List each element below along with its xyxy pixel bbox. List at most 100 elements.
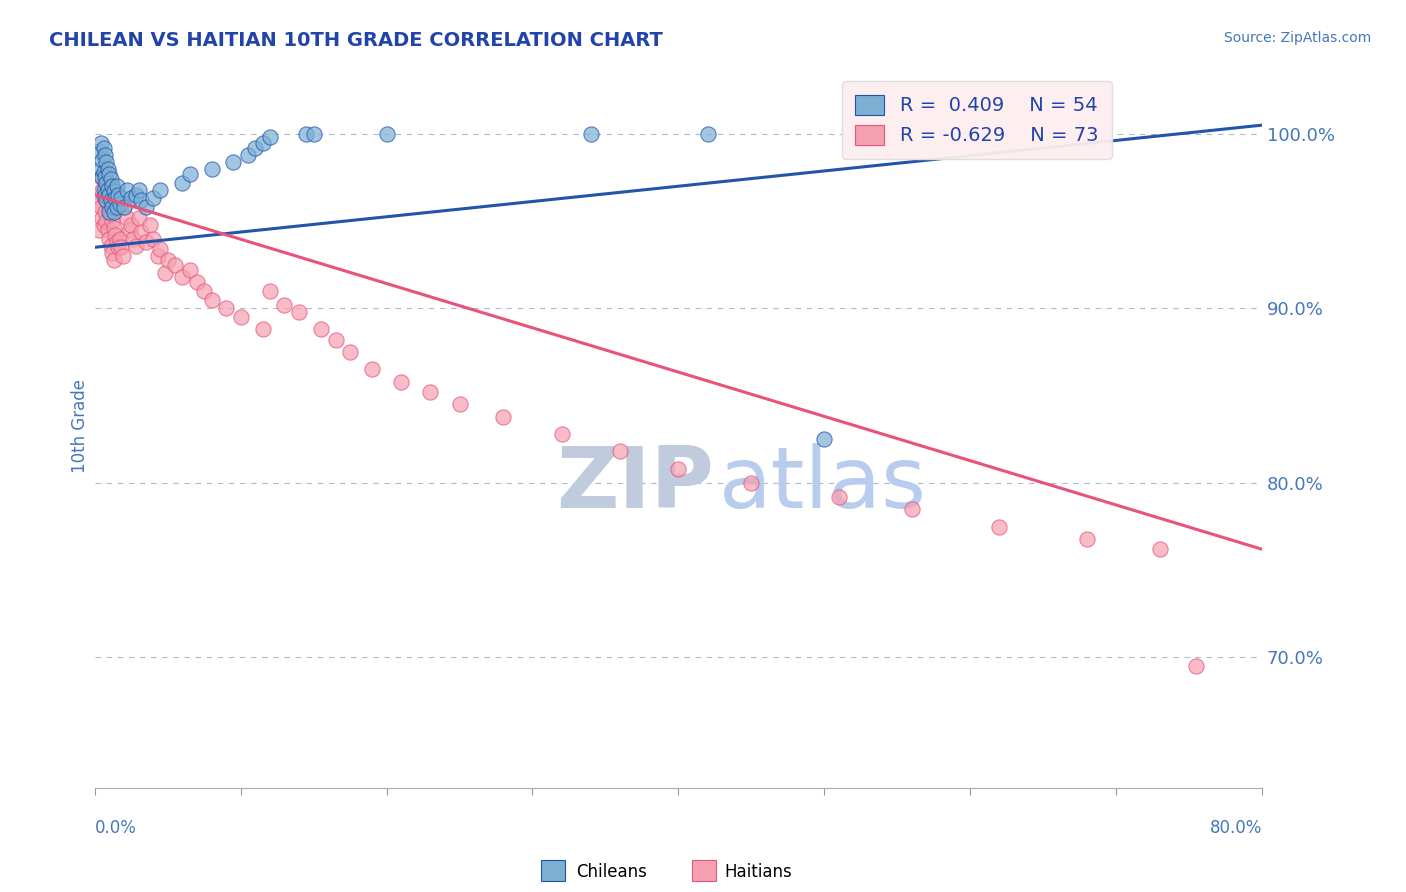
Point xyxy=(172,176,194,190)
Point xyxy=(200,293,222,307)
Point xyxy=(104,191,127,205)
Point xyxy=(149,242,172,256)
Point xyxy=(97,183,120,197)
Point xyxy=(103,252,125,267)
Point xyxy=(579,127,602,141)
Point xyxy=(666,462,689,476)
Point xyxy=(156,252,179,267)
Point xyxy=(98,188,121,202)
Point xyxy=(988,519,1011,533)
Point xyxy=(91,211,114,225)
Point xyxy=(93,190,115,204)
Point xyxy=(1149,542,1171,557)
Point xyxy=(186,275,208,289)
Point xyxy=(89,223,111,237)
Point xyxy=(112,200,135,214)
Point xyxy=(100,238,122,252)
Point xyxy=(325,333,347,347)
Point xyxy=(900,502,922,516)
Point xyxy=(90,136,112,150)
Y-axis label: 10th Grade: 10th Grade xyxy=(72,379,89,473)
Point xyxy=(252,322,274,336)
Point xyxy=(128,211,150,225)
Point xyxy=(273,298,295,312)
Point xyxy=(139,218,162,232)
Point xyxy=(94,188,117,202)
Text: ZIP: ZIP xyxy=(555,442,714,525)
Point xyxy=(93,141,115,155)
Point xyxy=(103,205,125,219)
Point xyxy=(172,270,194,285)
Point xyxy=(100,207,122,221)
Point xyxy=(96,154,118,169)
Point xyxy=(236,148,259,162)
Point xyxy=(97,223,120,237)
Point xyxy=(105,200,128,214)
Point xyxy=(828,490,851,504)
Point xyxy=(107,240,129,254)
Point xyxy=(89,145,111,159)
Point xyxy=(609,444,631,458)
Point xyxy=(389,375,412,389)
Point xyxy=(142,191,165,205)
Point xyxy=(101,200,124,214)
Point xyxy=(101,179,124,194)
Point xyxy=(105,179,128,194)
Point xyxy=(91,170,114,185)
Point xyxy=(309,322,332,336)
Point xyxy=(135,235,157,249)
Point xyxy=(135,200,157,214)
Text: CHILEAN VS HAITIAN 10TH GRADE CORRELATION CHART: CHILEAN VS HAITIAN 10TH GRADE CORRELATIO… xyxy=(49,31,664,50)
Point xyxy=(112,200,135,214)
Point xyxy=(229,310,252,325)
Point xyxy=(105,235,128,249)
Point xyxy=(90,200,112,214)
Text: Chileans: Chileans xyxy=(576,863,647,881)
Point xyxy=(259,284,281,298)
Point xyxy=(740,475,762,490)
Point xyxy=(259,130,281,145)
Text: 0.0%: 0.0% xyxy=(94,819,136,837)
Point xyxy=(492,409,515,424)
Point xyxy=(118,223,141,237)
Point xyxy=(89,196,111,211)
Point xyxy=(200,161,222,176)
Text: 80.0%: 80.0% xyxy=(1209,819,1263,837)
Point xyxy=(108,196,131,211)
Point xyxy=(101,214,124,228)
Point xyxy=(193,284,215,298)
Point xyxy=(94,205,117,219)
Point xyxy=(222,154,245,169)
Point xyxy=(215,301,238,316)
Point xyxy=(97,191,120,205)
Point xyxy=(124,238,146,252)
Text: Source: ZipAtlas.com: Source: ZipAtlas.com xyxy=(1223,31,1371,45)
Point xyxy=(94,148,117,162)
Point xyxy=(94,170,117,185)
Point xyxy=(115,211,138,225)
Point xyxy=(104,228,127,243)
Point xyxy=(142,231,165,245)
Point xyxy=(96,193,118,207)
Point xyxy=(179,263,201,277)
Point xyxy=(120,191,142,205)
Point xyxy=(97,161,120,176)
Point xyxy=(375,127,398,141)
Point xyxy=(120,218,142,232)
Point xyxy=(93,183,115,197)
Point xyxy=(153,267,176,281)
Point xyxy=(813,432,835,446)
Point xyxy=(107,188,129,202)
Point xyxy=(98,231,121,245)
Legend: R =  0.409    N = 54, R = -0.629    N = 73: R = 0.409 N = 54, R = -0.629 N = 73 xyxy=(842,81,1112,159)
Point xyxy=(93,218,115,232)
Point xyxy=(91,153,114,167)
Point xyxy=(98,205,121,219)
Point xyxy=(419,385,441,400)
Point xyxy=(96,176,118,190)
Point xyxy=(146,249,169,263)
Point xyxy=(96,214,118,228)
Point xyxy=(108,231,131,245)
Point xyxy=(1185,659,1208,673)
Point xyxy=(96,185,118,199)
